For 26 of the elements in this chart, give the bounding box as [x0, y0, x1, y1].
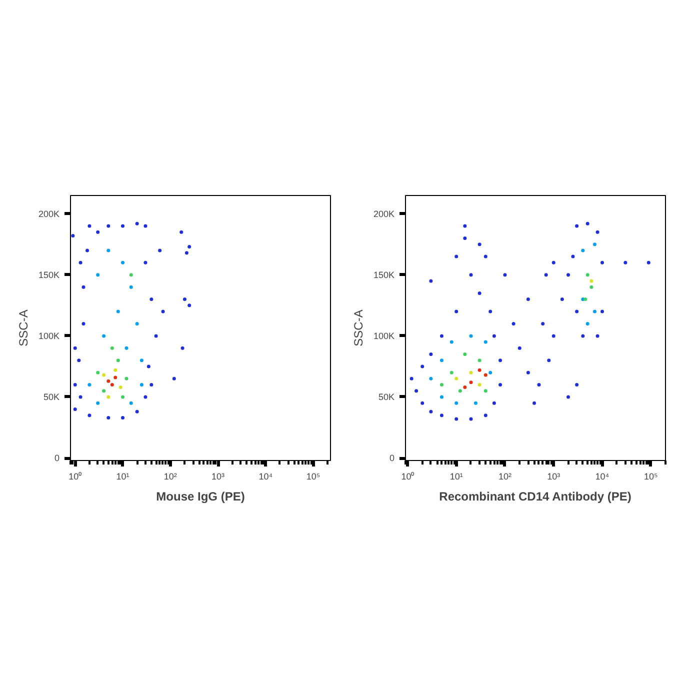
x-tick-label: 10² — [164, 472, 177, 482]
x-tick-label: 10⁵ — [306, 472, 320, 482]
x-tick-label: 10² — [498, 472, 512, 482]
y-tick-label: 100K — [373, 330, 395, 341]
x-tick-label: 10³ — [547, 472, 560, 482]
x-tick-label: 10⁴ — [595, 472, 610, 482]
x-tick-label: 10⁵ — [644, 472, 658, 482]
x-tick-label: 10³ — [212, 472, 225, 482]
y-tick-label: 200K — [373, 208, 395, 219]
x-tick-label: 10¹ — [116, 472, 130, 482]
y-tick-label: 200K — [38, 208, 60, 219]
y-tick-label: 50K — [378, 392, 394, 402]
y-tick-label: 150K — [38, 270, 60, 280]
x-axis-title: Recombinant CD14 Antibody (PE) — [439, 490, 632, 504]
x-axis-title: Mouse IgG (PE) — [156, 490, 245, 504]
y-tick-label: 0 — [389, 453, 395, 464]
y-axis-title: SSC-A — [16, 310, 30, 346]
x-tick-label: 10⁰ — [401, 472, 414, 482]
y-tick-label: 50K — [43, 392, 60, 402]
y-tick-label: 100K — [38, 330, 60, 341]
y-tick-label: 0 — [54, 453, 60, 464]
x-tick-label: 10⁴ — [258, 472, 273, 482]
y-axis-title: SSC-A — [351, 310, 366, 346]
y-tick-label: 150K — [373, 270, 395, 280]
x-tick-label: 10¹ — [450, 472, 463, 482]
x-tick-label: 10⁰ — [68, 472, 82, 482]
